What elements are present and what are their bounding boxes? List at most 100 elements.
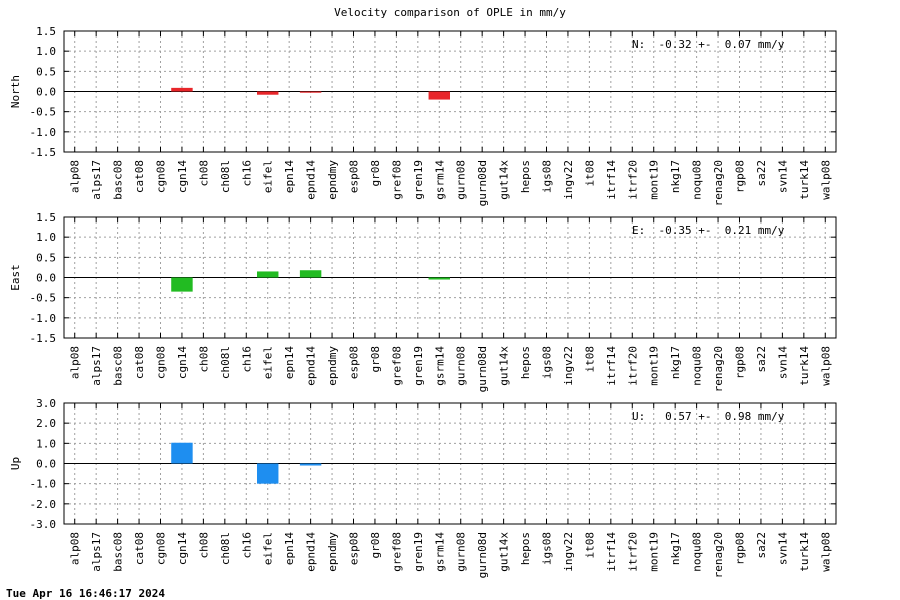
- stats-annotation: E: -0.35 +- 0.21 mm/y: [632, 224, 785, 237]
- x-tick-label: noqu08: [691, 160, 704, 200]
- x-tick-label: ch08l: [219, 160, 232, 193]
- x-tick-label: sa22: [755, 532, 768, 559]
- y-tick-label: 0.5: [36, 65, 56, 78]
- x-tick-label: ch08: [197, 160, 210, 187]
- x-tick-label: gurn08d: [476, 346, 489, 392]
- x-tick-label: it08: [583, 346, 596, 373]
- x-tick-label: turk14: [798, 160, 811, 200]
- x-tick-label: renag20: [712, 160, 725, 206]
- x-tick-label: gut14x: [498, 532, 511, 572]
- x-tick-label: epndmy: [326, 532, 339, 572]
- x-tick-label: ch16: [240, 160, 253, 187]
- x-tick-label: ch08l: [219, 532, 232, 565]
- x-tick-label: svn14: [776, 346, 789, 379]
- y-axis-label: North: [9, 75, 22, 108]
- bar-gsrm14: [428, 277, 450, 280]
- x-tick-label: basc08: [112, 346, 125, 386]
- x-tick-label: gren19: [412, 532, 425, 572]
- x-tick-label: gurn08: [455, 346, 468, 386]
- x-tick-label: gurn08d: [476, 160, 489, 206]
- x-tick-label: gsrm14: [433, 160, 446, 200]
- x-tick-label: epndmy: [326, 160, 339, 200]
- x-tick-label: gr08: [369, 160, 382, 187]
- y-tick-label: -1.0: [30, 312, 57, 325]
- x-tick-label: alps17: [90, 346, 103, 386]
- y-tick-label: -0.5: [30, 106, 57, 119]
- x-tick-label: noqu08: [691, 532, 704, 572]
- x-tick-label: walp08: [819, 346, 832, 386]
- x-tick-label: nkg17: [669, 346, 682, 379]
- x-tick-label: gref08: [390, 532, 403, 572]
- x-tick-label: gurn08d: [476, 532, 489, 578]
- x-tick-label: alps17: [90, 160, 103, 200]
- x-tick-label: esp08: [348, 160, 361, 193]
- x-tick-label: mont19: [648, 346, 661, 386]
- x-tick-label: svn14: [776, 532, 789, 565]
- x-tick-label: epn14: [283, 160, 296, 193]
- x-tick-label: eifel: [262, 160, 275, 193]
- x-tick-label: ingv22: [562, 346, 575, 386]
- y-tick-label: -1.5: [30, 146, 57, 159]
- x-tick-label: esp08: [348, 532, 361, 565]
- stats-annotation: N: -0.32 +- 0.07 mm/y: [632, 38, 785, 51]
- y-tick-label: -1.5: [30, 332, 57, 345]
- bar-cgn14: [171, 277, 193, 292]
- x-tick-label: hepos: [519, 346, 532, 379]
- x-tick-label: mont19: [648, 532, 661, 572]
- x-tick-label: nkg17: [669, 160, 682, 193]
- x-tick-label: noqu08: [691, 346, 704, 386]
- y-tick-label: 1.5: [36, 25, 56, 38]
- x-tick-label: gut14x: [498, 160, 511, 200]
- plot-frame: [63, 216, 837, 339]
- bar-gsrm14: [428, 91, 450, 100]
- y-tick-label: -2.0: [30, 498, 57, 511]
- x-tick-label: rgp08: [734, 160, 747, 193]
- y-tick-label: 3.0: [36, 397, 56, 410]
- x-tick-label: gren19: [412, 346, 425, 386]
- x-tick-label: itrf20: [626, 532, 639, 572]
- x-tick-label: gref08: [390, 160, 403, 200]
- panel-east: -1.5 -1.0 -0.5 0.0 0.5 1.0 1.5 alp08 alps17 basc0…: [9, 211, 837, 392]
- x-tick-label: rgp08: [734, 532, 747, 565]
- x-tick-label: itrf20: [626, 160, 639, 200]
- bar-cgn14: [171, 442, 193, 464]
- y-tick-label: 0.0: [36, 458, 56, 471]
- x-tick-label: cat08: [133, 346, 146, 379]
- x-tick-label: walp08: [819, 532, 832, 572]
- x-tick-label: basc08: [112, 160, 125, 200]
- x-tick-label: itrf20: [626, 346, 639, 386]
- x-tick-label: gut14x: [498, 346, 511, 386]
- x-tick-label: itrf14: [605, 346, 618, 386]
- x-tick-label: itrf14: [605, 160, 618, 200]
- x-tick-label: it08: [583, 532, 596, 559]
- x-tick-label: cgn08: [155, 532, 168, 565]
- y-tick-label: 0.0: [36, 272, 56, 285]
- y-tick-label: -1.0: [30, 478, 57, 491]
- x-tick-label: gurn08: [455, 532, 468, 572]
- x-tick-label: cat08: [133, 532, 146, 565]
- x-tick-label: esp08: [348, 346, 361, 379]
- plot-frame: [63, 402, 837, 525]
- y-tick-label: 1.0: [36, 437, 56, 450]
- y-tick-label: -0.5: [30, 292, 57, 305]
- x-tick-label: cat08: [133, 160, 146, 193]
- x-tick-label: gren19: [412, 160, 425, 200]
- bar-eifel: [257, 463, 279, 484]
- stats-annotation: U: 0.57 +- 0.98 mm/y: [632, 410, 785, 423]
- x-tick-label: epn14: [283, 532, 296, 565]
- x-tick-label: epndmy: [326, 346, 339, 386]
- bar-epnd14: [299, 463, 322, 466]
- x-tick-label: walp08: [819, 160, 832, 200]
- bar-epnd14: [299, 91, 322, 93]
- x-tick-label: igs08: [541, 160, 554, 193]
- x-tick-label: sa22: [755, 160, 768, 187]
- x-tick-label: igs08: [541, 532, 554, 565]
- x-tick-label: renag20: [712, 532, 725, 578]
- y-axis-label: Up: [9, 457, 22, 470]
- x-tick-label: cgn08: [155, 346, 168, 379]
- x-tick-label: ch16: [240, 532, 253, 559]
- x-tick-label: hepos: [519, 160, 532, 193]
- x-tick-label: gsrm14: [433, 346, 446, 386]
- x-tick-label: turk14: [798, 532, 811, 572]
- x-tick-label: gr08: [369, 532, 382, 559]
